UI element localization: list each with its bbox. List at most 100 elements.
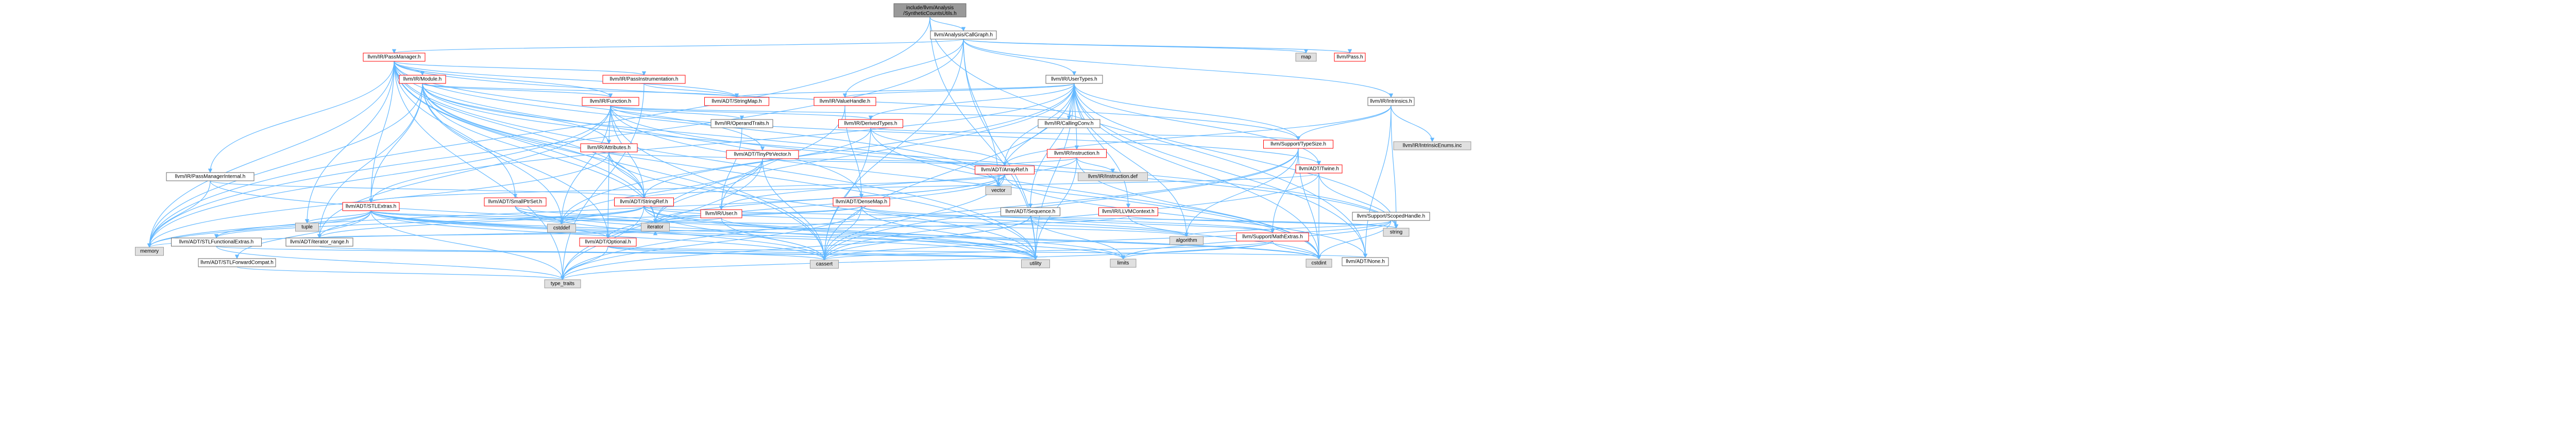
edge-stringref-to-string [643, 206, 1398, 229]
node-box [1078, 172, 1148, 181]
node-label: string [1390, 230, 1402, 235]
node-label: llvm/ADT/Optional.h [585, 240, 631, 245]
node-stringref[interactable]: llvm/ADT/StringRef.h [614, 197, 674, 207]
node-typetraits[interactable]: type_traits [544, 279, 581, 288]
node-algorithm[interactable]: algorithm [1170, 236, 1204, 245]
node-intrinsics[interactable]: llvm/IR/Intrinsics.h [1367, 97, 1415, 106]
edge-derivedtypes-to-arrayref [870, 127, 1007, 166]
node-module[interactable]: llvm/IR/Module.h [399, 75, 446, 84]
node-box [614, 197, 674, 207]
node-cstdint[interactable]: cstdint [1306, 259, 1332, 268]
edge-function-to-callingconv [610, 105, 1071, 120]
node-callingconv[interactable]: llvm/IR/CallingConv.h [1038, 119, 1100, 128]
node-box [1342, 257, 1389, 266]
edge-arrayref-to-memory [147, 174, 1005, 248]
node-function[interactable]: llvm/IR/Function.h [582, 97, 639, 106]
edge-cg-to-usertypes [963, 39, 1077, 76]
node-densemap[interactable]: llvm/ADT/DenseMap.h [833, 197, 890, 207]
node-stlforward[interactable]: llvm/ADT/STLForwardCompat.h [198, 258, 276, 267]
node-instruction[interactable]: llvm/IR/Instruction.h [1047, 149, 1107, 158]
node-twine[interactable]: llvm/ADT/Twine.h [1295, 164, 1343, 174]
edge-usertypes-to-none [1074, 83, 1368, 258]
node-usertypes[interactable]: llvm/IR/UserTypes.h [1045, 75, 1103, 84]
node-map[interactable]: map [1295, 53, 1317, 62]
edge-smallptrset-to-utility [515, 206, 1038, 260]
edge-usertypes-to-twine [1074, 83, 1321, 165]
edge-module-to-iteratorrange [317, 83, 423, 238]
edge-instruction-to-arrayref [1002, 157, 1077, 166]
node-box [810, 260, 839, 269]
edge-derivedtypes-to-typesize [870, 127, 1300, 141]
edge-usertypes-to-stlextras [368, 83, 1075, 203]
edge-pm-to-typetraits [394, 61, 565, 280]
node-optional[interactable]: llvm/ADT/Optional.h [579, 237, 637, 247]
node-cassert[interactable]: cassert [810, 260, 839, 269]
edge-stlextras-to-stlfuncextras [214, 210, 371, 238]
node-attributes[interactable]: llvm/IR/Attributes.h [580, 143, 638, 152]
node-label: llvm/IR/Module.h [403, 77, 442, 82]
edge-typesize-to-cassert [822, 148, 1299, 261]
node-smallptrset[interactable]: llvm/ADT/SmallPtrSet.h [484, 197, 547, 207]
edge-stringref-to-algorithm [643, 206, 1189, 237]
node-passinstr[interactable]: llvm/IR/PassInstrumentation.h [602, 75, 686, 84]
node-valuehandle[interactable]: llvm/IR/ValueHandle.h [814, 97, 876, 106]
edge-cg-to-map [963, 39, 1308, 54]
node-none[interactable]: llvm/ADT/None.h [1342, 257, 1389, 266]
node-typesize[interactable]: llvm/Support/TypeSize.h [1263, 140, 1333, 149]
node-cg[interactable]: llvm/Analysis/CallGraph.h [930, 30, 997, 40]
node-arrayref[interactable]: llvm/ADT/ArrayRef.h [975, 165, 1035, 175]
edge-usertypes-to-cstdint [1074, 83, 1321, 260]
node-label: cassert [816, 262, 833, 267]
edge-cg-to-pm [392, 39, 964, 54]
node-iteratorrange[interactable]: llvm/ADT/iterator_range.h [285, 237, 353, 247]
node-label: llvm/ADT/StringMap.h [711, 99, 761, 105]
node-operandtraits[interactable]: llvm/IR/OperandTraits.h [710, 119, 773, 128]
node-box [1021, 259, 1050, 268]
edge-usertypes-to-stringmap [735, 83, 1075, 98]
node-stlfuncextras[interactable]: llvm/ADT/STLFunctionalExtras.h [171, 237, 262, 247]
node-stringmap[interactable]: llvm/ADT/StringMap.h [704, 97, 769, 106]
edge-module-to-stlextras [368, 83, 423, 203]
node-box [1295, 53, 1317, 62]
node-vector[interactable]: vector [985, 186, 1012, 195]
node-label: llvm/ADT/DenseMap.h [836, 199, 887, 205]
node-llvmcontext[interactable]: llvm/IR/LLVMContext.h [1098, 207, 1158, 216]
node-root[interactable]: include/llvm/Analysis/SyntheticCountsUti… [893, 3, 967, 18]
node-box [135, 247, 164, 256]
node-intrinsicenums[interactable]: llvm/IR/IntrinsicEnums.inc [1393, 141, 1471, 150]
edge-intrinsics-to-none [1363, 105, 1392, 258]
node-tuple[interactable]: tuple [295, 223, 319, 232]
node-box [1393, 141, 1471, 150]
node-memory[interactable]: memory [135, 247, 164, 256]
edge-mathextras-to-cstdint [1272, 241, 1321, 260]
node-cstddef[interactable]: cstddef [547, 224, 576, 233]
node-stlextras[interactable]: llvm/ADT/STLExtras.h [342, 202, 400, 211]
edge-stlextras-to-iterator [370, 210, 657, 224]
node-box [985, 186, 1012, 195]
node-derivedtypes[interactable]: llvm/IR/DerivedTypes.h [838, 119, 903, 128]
node-box [582, 97, 639, 106]
node-instructiondef[interactable]: llvm/IR/Instruction.def [1078, 172, 1148, 181]
edge-usertypes-to-sequence [1028, 83, 1075, 208]
node-label: llvm/IR/PassManagerInternal.h [175, 174, 246, 180]
node-string[interactable]: string [1383, 228, 1410, 237]
node-sequence[interactable]: llvm/ADT/Sequence.h [1001, 207, 1060, 216]
node-pmint[interactable]: llvm/IR/PassManagerInternal.h [166, 172, 255, 181]
node-pm[interactable]: llvm/IR/PassManager.h [363, 53, 426, 62]
node-box [1352, 212, 1430, 221]
node-tinyptrvector[interactable]: llvm/ADT/TinyPtrVector.h [726, 150, 799, 159]
node-limits[interactable]: limits [1110, 259, 1137, 268]
edge-usertypes-to-algorithm [1074, 83, 1189, 237]
node-label: llvm/IR/IntrinsicEnums.inc [1403, 143, 1462, 149]
node-label: llvm/ADT/StringRef.h [620, 199, 668, 205]
node-utility[interactable]: utility [1021, 259, 1050, 268]
node-pass[interactable]: llvm/Pass.h [1334, 53, 1366, 62]
node-iterator[interactable]: iterator [641, 223, 670, 232]
edge-user-to-iterator [653, 217, 722, 224]
node-box [1334, 53, 1366, 62]
node-scopedexit[interactable]: llvm/Support/ScopedHandle.h [1352, 212, 1430, 221]
node-label: llvm/IR/User.h [705, 211, 737, 217]
node-user[interactable]: llvm/IR/User.h [700, 209, 742, 218]
edge-mathextras-to-cassert [822, 241, 1273, 261]
node-mathextras[interactable]: llvm/Support/MathExtras.h [1236, 232, 1309, 242]
